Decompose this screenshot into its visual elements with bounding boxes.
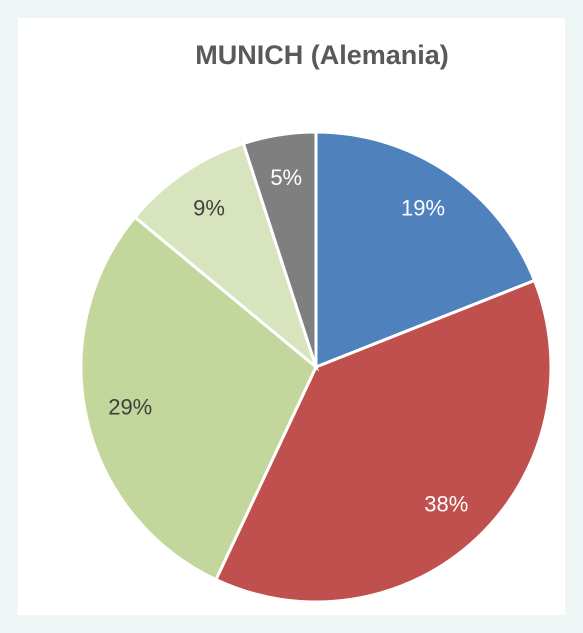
data-label: 29% [108, 394, 152, 419]
pie-slice [79, 215, 318, 582]
pie-slice [132, 141, 320, 372]
chart-title: MUNICH (Alemania) [195, 40, 449, 70]
data-label: 19% [401, 195, 445, 220]
data-label: 38% [424, 492, 468, 517]
data-label: 5% [270, 165, 302, 190]
pie-slice [241, 130, 318, 368]
pie-slice [213, 278, 553, 604]
data-label: 9% [193, 195, 225, 220]
pie-slice [314, 130, 537, 370]
